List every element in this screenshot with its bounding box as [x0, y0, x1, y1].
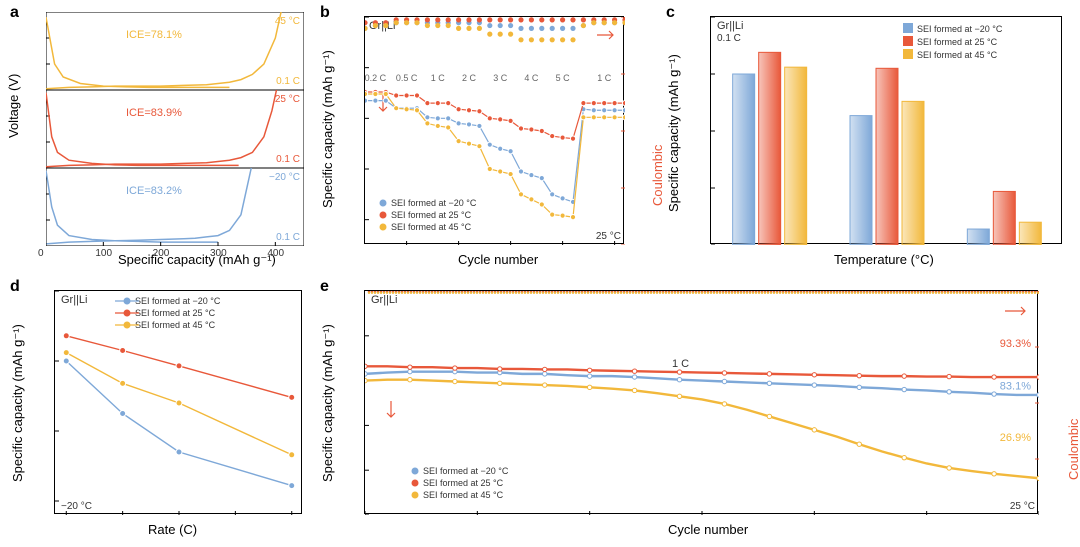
xlabel: Cycle number — [458, 252, 538, 267]
svg-text:ICE=83.9%: ICE=83.9% — [126, 107, 182, 119]
panel-letter: e — [320, 278, 329, 296]
ylabel: Specific capacity (mAh g⁻¹) — [10, 324, 26, 482]
xtick: 100 — [95, 248, 112, 259]
ylabel-left: Specific capacity (mAh g⁻¹) — [320, 324, 336, 482]
svg-text:0.1 C: 0.1 C — [717, 33, 741, 44]
svg-text:1 C: 1 C — [431, 73, 446, 83]
svg-text:SEI formed at −20 °C: SEI formed at −20 °C — [391, 198, 477, 208]
svg-text:Gr||Li: Gr||Li — [61, 294, 88, 306]
svg-text:5 C: 5 C — [556, 73, 571, 83]
svg-text:25 °C: 25 °C — [596, 231, 621, 242]
svg-text:45 °C: 45 °C — [275, 16, 300, 27]
xtick: 200 — [153, 248, 170, 259]
svg-text:ICE=83.2%: ICE=83.2% — [126, 185, 182, 197]
ylabel-right: Coulombic efficiency (%) — [1066, 419, 1080, 480]
panel-letter: b — [320, 4, 330, 22]
svg-text:0.2 C: 0.2 C — [365, 73, 387, 83]
ylabel: Specific capacity (mAh g⁻¹) — [666, 54, 682, 212]
panel-letter: c — [666, 4, 675, 22]
panel-e-plot: 0100200300400255075100050100150200250300… — [364, 290, 1038, 514]
svg-text:4 C: 4 C — [524, 73, 539, 83]
svg-text:83.1%: 83.1% — [1000, 381, 1031, 393]
svg-text:SEI formed at 25 °C: SEI formed at 25 °C — [917, 37, 998, 47]
svg-text:SEI formed at 45 °C: SEI formed at 45 °C — [917, 50, 998, 60]
xlabel: Specific capacity (mAh g⁻¹) — [118, 252, 276, 268]
svg-text:SEI formed at 25 °C: SEI formed at 25 °C — [391, 210, 472, 220]
svg-text:26.9%: 26.9% — [1000, 432, 1031, 444]
ylabel: Voltage (V) — [6, 74, 21, 138]
panel-b-plot: 10020030040050020406080100510152025Gr||L… — [364, 16, 624, 244]
xtick: 300 — [210, 248, 227, 259]
panel-d-plot: 1002003004000.10.20.30.40.5Gr||LiSEI for… — [54, 290, 302, 514]
svg-text:0.1 C: 0.1 C — [276, 154, 300, 165]
panel-c-plot: 0100200300400−20−30−45Gr||Li0.1 CSEI for… — [710, 16, 1062, 244]
svg-text:Gr||Li: Gr||Li — [371, 294, 398, 306]
panel-letter: d — [10, 278, 20, 296]
panel-e: e Specific capacity (mAh g⁻¹) Coulombic … — [318, 282, 1072, 538]
svg-text:93.3%: 93.3% — [1000, 338, 1031, 350]
panel-a: a Voltage (V) Specific capacity (mAh g⁻¹… — [8, 8, 308, 268]
svg-text:0.5 C: 0.5 C — [396, 73, 418, 83]
svg-text:1 C: 1 C — [597, 73, 612, 83]
svg-text:SEI formed at 45 °C: SEI formed at 45 °C — [423, 490, 504, 500]
panel-letter: a — [10, 4, 19, 22]
ylabel-left: Specific capacity (mAh g⁻¹) — [320, 50, 336, 208]
svg-text:ICE=78.1%: ICE=78.1% — [126, 29, 182, 41]
svg-text:−20 °C: −20 °C — [269, 172, 300, 183]
svg-text:Gr||Li: Gr||Li — [717, 20, 744, 32]
xtick: 400 — [267, 248, 284, 259]
svg-text:SEI formed at 45 °C: SEI formed at 45 °C — [135, 320, 216, 330]
svg-text:SEI formed at −20 °C: SEI formed at −20 °C — [917, 24, 1003, 34]
panel-d: d Specific capacity (mAh g⁻¹) Rate (C) 1… — [8, 282, 308, 538]
svg-text:SEI formed at −20 °C: SEI formed at −20 °C — [423, 466, 509, 476]
panel-b: b Specific capacity (mAh g⁻¹) Coulombic … — [318, 8, 656, 268]
svg-text:0.1 C: 0.1 C — [276, 76, 300, 87]
svg-text:SEI formed at 25 °C: SEI formed at 25 °C — [135, 308, 216, 318]
svg-text:SEI formed at −20 °C: SEI formed at −20 °C — [135, 296, 221, 306]
xlabel: Cycle number — [668, 522, 748, 537]
figure-root: a Voltage (V) Specific capacity (mAh g⁻¹… — [0, 0, 1080, 547]
svg-text:3 C: 3 C — [493, 73, 508, 83]
svg-text:0.1 C: 0.1 C — [276, 232, 300, 243]
xtick: 0 — [38, 248, 44, 259]
svg-text:SEI formed at 45 °C: SEI formed at 45 °C — [391, 222, 472, 232]
svg-text:25 °C: 25 °C — [1010, 501, 1035, 512]
panel-c: c Specific capacity (mAh g⁻¹) Temperatur… — [664, 8, 1072, 268]
xlabel: Rate (C) — [148, 522, 197, 537]
svg-text:SEI formed at 25 °C: SEI formed at 25 °C — [423, 478, 504, 488]
panel-a-plots: 012345 °CICE=78.1%0.1 C012325 °CICE=83.9… — [46, 12, 304, 246]
svg-text:−20 °C: −20 °C — [61, 501, 92, 512]
svg-text:1 C: 1 C — [672, 358, 689, 370]
svg-text:25 °C: 25 °C — [275, 94, 300, 105]
xlabel: Temperature (°C) — [834, 252, 934, 267]
svg-text:2 C: 2 C — [462, 73, 477, 83]
